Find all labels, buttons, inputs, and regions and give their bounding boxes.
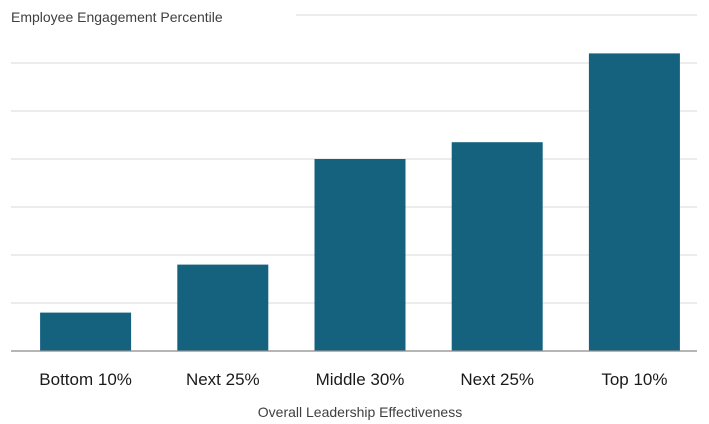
y-axis-label: Employee Engagement Percentile [11, 9, 223, 25]
bar [451, 142, 543, 351]
bar [177, 264, 269, 351]
bar [314, 159, 406, 351]
x-tick-label: Next 25% [460, 370, 534, 389]
x-tick-label: Next 25% [186, 370, 260, 389]
bars [40, 53, 680, 352]
x-tick-label: Bottom 10% [39, 370, 132, 389]
x-tick-label: Top 10% [601, 370, 667, 389]
bar [588, 53, 680, 352]
bar [40, 312, 132, 351]
x-tick-label: Middle 30% [316, 370, 405, 389]
x-tick-labels: Bottom 10% Next 25% Middle 30% Next 25% Top … [39, 370, 667, 389]
x-axis-label: Overall Leadership Effectiveness [258, 404, 462, 420]
